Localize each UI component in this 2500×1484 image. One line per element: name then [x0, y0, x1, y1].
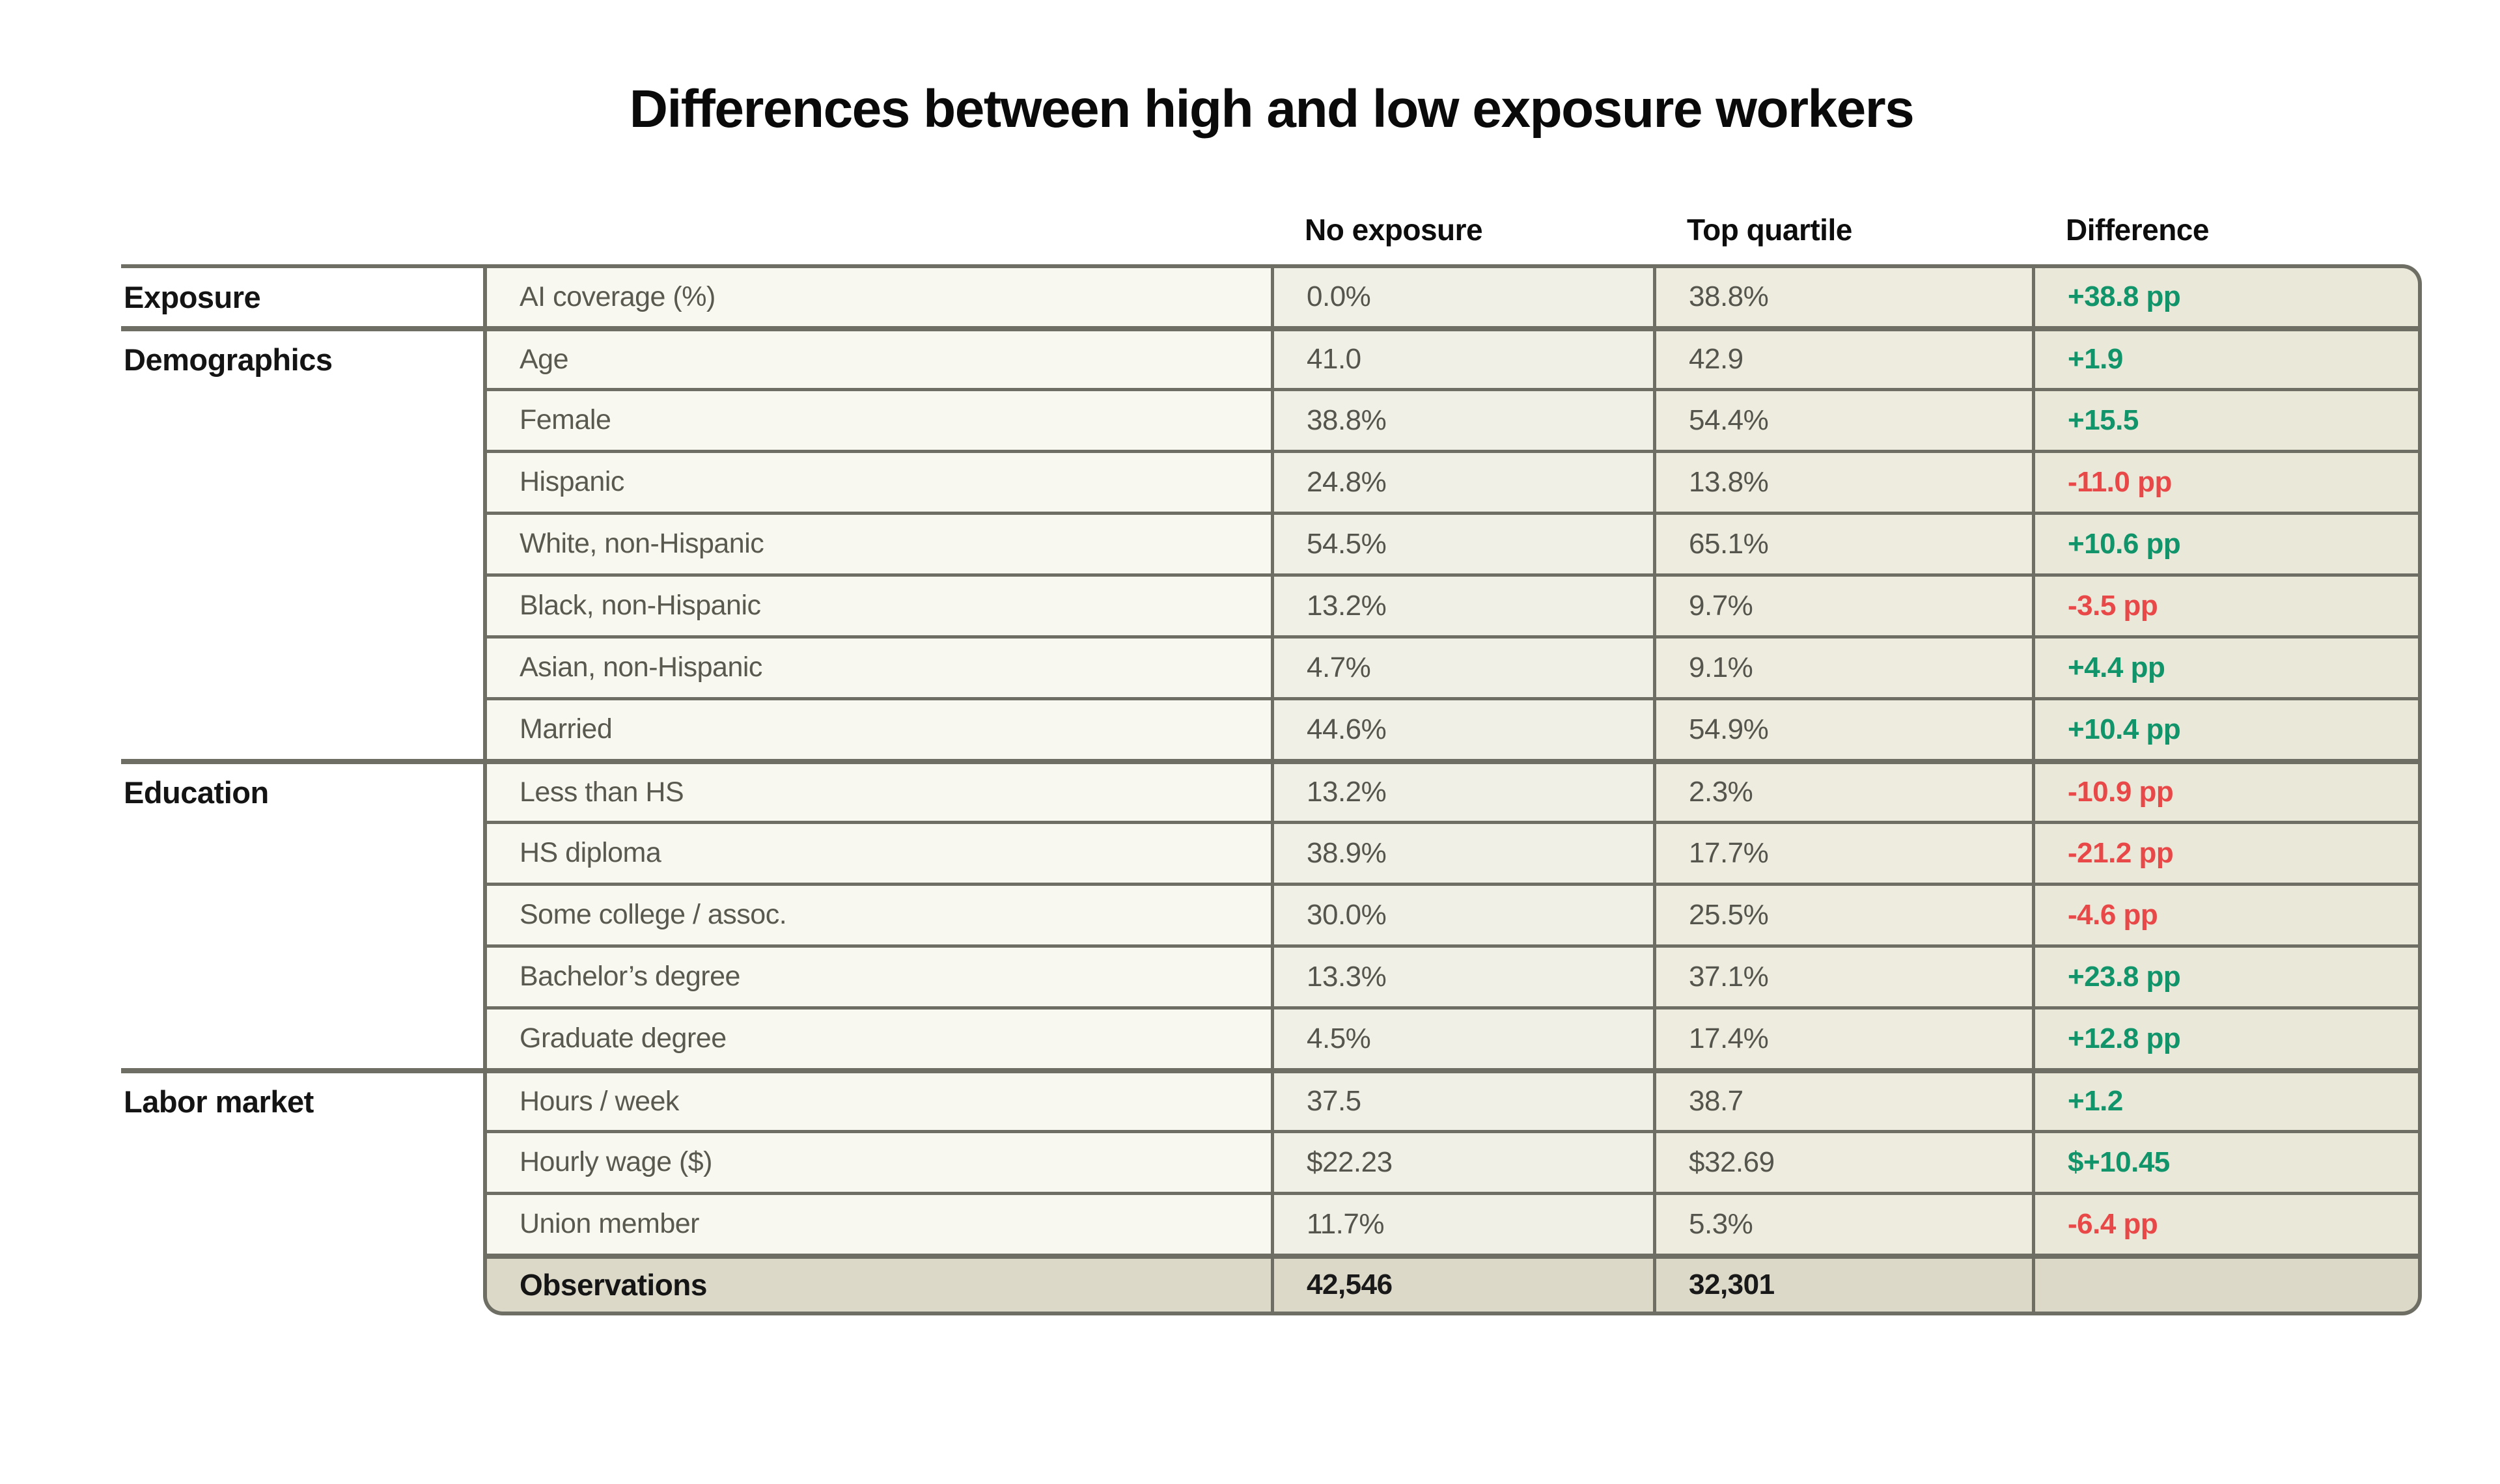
cell-difference-asian-non-hispanic: +4.4 pp	[2032, 635, 2422, 697]
group-label-spacer	[121, 1191, 483, 1254]
header-spacer-attribute	[483, 140, 1271, 264]
cell-no-exposure-less-than-hs: 13.2%	[1271, 758, 1653, 821]
cell-no-exposure-some-college-assoc: 30.0%	[1271, 882, 1653, 944]
group-label-spacer	[121, 635, 483, 697]
cell-top-quartile-black-non-hispanic: 9.7%	[1653, 573, 2032, 635]
cell-difference-hours-week: +1.2	[2032, 1067, 2422, 1130]
attribute-label-asian-non-hispanic: Asian, non-Hispanic	[483, 635, 1271, 697]
group-label-demographics: Demographics	[121, 325, 483, 388]
cell-no-exposure-female: 38.8%	[1271, 387, 1653, 450]
attribute-label-female: Female	[483, 387, 1271, 450]
attribute-label-white-non-hispanic: White, non-Hispanic	[483, 511, 1271, 573]
cell-difference-some-college-assoc: -4.6 pp	[2032, 882, 2422, 944]
group-label-labor-market: Labor market	[121, 1067, 483, 1130]
attribute-label-less-than-hs: Less than HS	[483, 758, 1271, 821]
attribute-label-graduate-degree: Graduate degree	[483, 1006, 1271, 1068]
group-label-exposure: Exposure	[121, 264, 483, 326]
cell-top-quartile-hours-week: 38.7	[1653, 1067, 2032, 1130]
cell-difference-ai-coverage: +38.8 pp	[2032, 264, 2422, 326]
group-label-spacer	[121, 882, 483, 944]
attribute-label-hours-week: Hours / week	[483, 1067, 1271, 1130]
cell-no-exposure-asian-non-hispanic: 4.7%	[1271, 635, 1653, 697]
cell-difference-hs-diploma: -21.2 pp	[2032, 820, 2422, 883]
group-label-spacer	[121, 573, 483, 635]
page-title: Differences between high and low exposur…	[629, 79, 1915, 139]
cell-top-quartile-graduate-degree: 17.4%	[1653, 1006, 2032, 1068]
cell-no-exposure-ai-coverage: 0.0%	[1271, 264, 1653, 326]
cell-no-exposure-white-non-hispanic: 54.5%	[1271, 511, 1653, 573]
column-header-difference: Difference	[2032, 140, 2422, 264]
footer-top-quartile: 32,301	[1653, 1253, 2032, 1315]
attribute-label-ai-coverage: AI coverage (%)	[483, 264, 1271, 326]
cell-top-quartile-hs-diploma: 17.7%	[1653, 820, 2032, 883]
attribute-label-age: Age	[483, 325, 1271, 388]
cell-top-quartile-female: 54.4%	[1653, 387, 2032, 450]
cell-difference-bachelor-s-degree: +23.8 pp	[2032, 944, 2422, 1006]
cell-no-exposure-bachelor-s-degree: 13.3%	[1271, 944, 1653, 1006]
cell-no-exposure-hs-diploma: 38.9%	[1271, 820, 1653, 883]
footer-difference	[2032, 1253, 2422, 1315]
column-header-top-quartile: Top quartile	[1653, 140, 2032, 264]
cell-no-exposure-black-non-hispanic: 13.2%	[1271, 573, 1653, 635]
cell-top-quartile-union-member: 5.3%	[1653, 1191, 2032, 1254]
cell-difference-white-non-hispanic: +10.6 pp	[2032, 511, 2422, 573]
footer-label: Observations	[483, 1253, 1271, 1315]
cell-difference-female: +15.5	[2032, 387, 2422, 450]
cell-difference-black-non-hispanic: -3.5 pp	[2032, 573, 2422, 635]
cell-difference-hispanic: -11.0 pp	[2032, 449, 2422, 512]
attribute-label-married: Married	[483, 696, 1271, 759]
group-label-spacer	[121, 1129, 483, 1192]
cell-top-quartile-white-non-hispanic: 65.1%	[1653, 511, 2032, 573]
header-spacer-group	[121, 140, 483, 264]
cell-top-quartile-asian-non-hispanic: 9.1%	[1653, 635, 2032, 697]
cell-top-quartile-married: 54.9%	[1653, 696, 2032, 759]
cell-top-quartile-bachelor-s-degree: 37.1%	[1653, 944, 2032, 1006]
attribute-label-some-college-assoc: Some college / assoc.	[483, 882, 1271, 944]
cell-top-quartile-hispanic: 13.8%	[1653, 449, 2032, 512]
cell-top-quartile-some-college-assoc: 25.5%	[1653, 882, 2032, 944]
cell-no-exposure-union-member: 11.7%	[1271, 1191, 1653, 1254]
cell-difference-married: +10.4 pp	[2032, 696, 2422, 759]
cell-no-exposure-age: 41.0	[1271, 325, 1653, 388]
cell-no-exposure-hispanic: 24.8%	[1271, 449, 1653, 512]
column-header-no-exposure: No exposure	[1271, 140, 1653, 264]
cell-top-quartile-ai-coverage: 38.8%	[1653, 264, 2032, 326]
group-label-education: Education	[121, 758, 483, 821]
comparison-table: No exposure Top quartile Difference Exposur…	[121, 140, 2500, 1315]
footer-no-exposure: 42,546	[1271, 1253, 1653, 1315]
group-label-spacer	[121, 387, 483, 450]
cell-difference-union-member: -6.4 pp	[2032, 1191, 2422, 1254]
cell-no-exposure-hourly-wage: $22.23	[1271, 1129, 1653, 1192]
group-label-spacer	[121, 820, 483, 883]
cell-difference-hourly-wage: $+10.45	[2032, 1129, 2422, 1192]
group-label-spacer	[121, 1253, 483, 1315]
cell-no-exposure-hours-week: 37.5	[1271, 1067, 1653, 1130]
cell-top-quartile-hourly-wage: $32.69	[1653, 1129, 2032, 1192]
group-label-spacer	[121, 511, 483, 573]
cell-difference-less-than-hs: -10.9 pp	[2032, 758, 2422, 821]
cell-no-exposure-married: 44.6%	[1271, 696, 1653, 759]
group-label-spacer	[121, 1006, 483, 1068]
group-label-spacer	[121, 944, 483, 1006]
attribute-label-hourly-wage: Hourly wage ($)	[483, 1129, 1271, 1192]
attribute-label-black-non-hispanic: Black, non-Hispanic	[483, 573, 1271, 635]
cell-difference-age: +1.9	[2032, 325, 2422, 388]
attribute-label-union-member: Union member	[483, 1191, 1271, 1254]
cell-difference-graduate-degree: +12.8 pp	[2032, 1006, 2422, 1068]
group-label-spacer	[121, 449, 483, 512]
attribute-label-hispanic: Hispanic	[483, 449, 1271, 512]
attribute-label-hs-diploma: HS diploma	[483, 820, 1271, 883]
group-label-spacer	[121, 696, 483, 759]
attribute-label-bachelor-s-degree: Bachelor’s degree	[483, 944, 1271, 1006]
cell-top-quartile-less-than-hs: 2.3%	[1653, 758, 2032, 821]
cell-top-quartile-age: 42.9	[1653, 325, 2032, 388]
cell-no-exposure-graduate-degree: 4.5%	[1271, 1006, 1653, 1068]
